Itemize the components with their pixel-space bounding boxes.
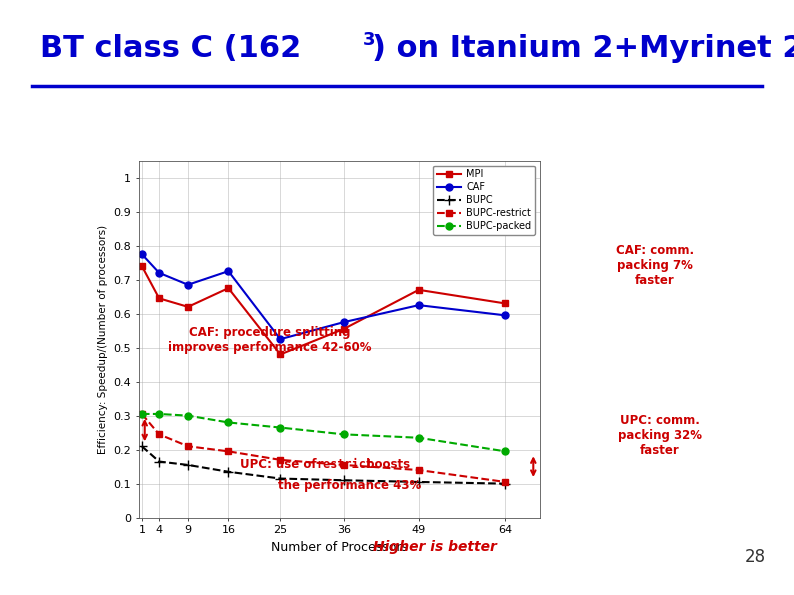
MPI [224, 284, 233, 292]
Text: CAF: procedure splitting
improves performance 42-60%: CAF: procedure splitting improves perfor… [168, 326, 372, 354]
CAF [137, 250, 147, 258]
BUPC [414, 478, 423, 486]
CAF [224, 268, 233, 275]
Line: MPI: MPI [138, 262, 509, 358]
CAF [276, 336, 285, 343]
Text: 3: 3 [363, 30, 376, 49]
CAF [154, 270, 164, 277]
MPI [154, 295, 164, 302]
BUPC-packed [414, 434, 423, 441]
BUPC [339, 477, 349, 484]
MPI [276, 351, 285, 358]
BUPC [154, 458, 164, 465]
Text: CAF: comm.
packing 7%
faster: CAF: comm. packing 7% faster [616, 243, 694, 287]
BUPC-restrict [224, 448, 233, 455]
BUPC [276, 475, 285, 482]
BUPC-restrict [154, 431, 164, 438]
CAF [414, 302, 423, 309]
CAF [500, 312, 510, 319]
MPI [500, 300, 510, 307]
Text: UPC: comm.
packing 32%
faster: UPC: comm. packing 32% faster [618, 414, 702, 456]
BUPC [183, 461, 193, 468]
MPI [414, 286, 423, 293]
Text: restrict: restrict [316, 459, 373, 471]
Y-axis label: Efficiency: Speedup/(Number of processors): Efficiency: Speedup/(Number of processor… [98, 224, 108, 454]
Text: the performance 43%: the performance 43% [278, 478, 422, 491]
BUPC-restrict [500, 478, 510, 486]
CAF [339, 318, 349, 325]
BUPC-restrict [339, 461, 349, 468]
BUPC-packed [154, 411, 164, 418]
BUPC-restrict [276, 456, 285, 464]
BUPC-packed [500, 448, 510, 455]
Text: boosts: boosts [362, 459, 410, 471]
BUPC-packed [276, 424, 285, 431]
BUPC-packed [137, 411, 147, 418]
Line: CAF: CAF [138, 250, 509, 343]
BUPC-packed [339, 431, 349, 438]
CAF [183, 281, 193, 289]
BUPC [137, 443, 147, 450]
Legend: MPI, CAF, BUPC, BUPC-restrict, BUPC-packed: MPI, CAF, BUPC, BUPC-restrict, BUPC-pack… [433, 165, 535, 235]
X-axis label: Number of Processors: Number of Processors [271, 541, 408, 554]
Line: BUPC-packed: BUPC-packed [138, 411, 509, 455]
BUPC-restrict [183, 443, 193, 450]
Text: 28: 28 [745, 548, 765, 566]
Line: BUPC-restrict: BUPC-restrict [138, 411, 509, 486]
Text: Higher is better: Higher is better [373, 540, 497, 554]
BUPC-restrict [414, 466, 423, 474]
BUPC-restrict [137, 411, 147, 418]
Text: BT class C (162: BT class C (162 [40, 33, 301, 62]
MPI [183, 303, 193, 311]
BUPC [500, 480, 510, 487]
BUPC [224, 468, 233, 475]
BUPC-packed [183, 412, 193, 419]
Text: ) on Itanium 2+Myrinet 2000: ) on Itanium 2+Myrinet 2000 [372, 33, 794, 62]
MPI [137, 262, 147, 270]
MPI [339, 325, 349, 333]
BUPC-packed [224, 419, 233, 426]
Line: BUPC: BUPC [137, 441, 511, 488]
Text: UPC: use of: UPC: use of [240, 459, 321, 471]
